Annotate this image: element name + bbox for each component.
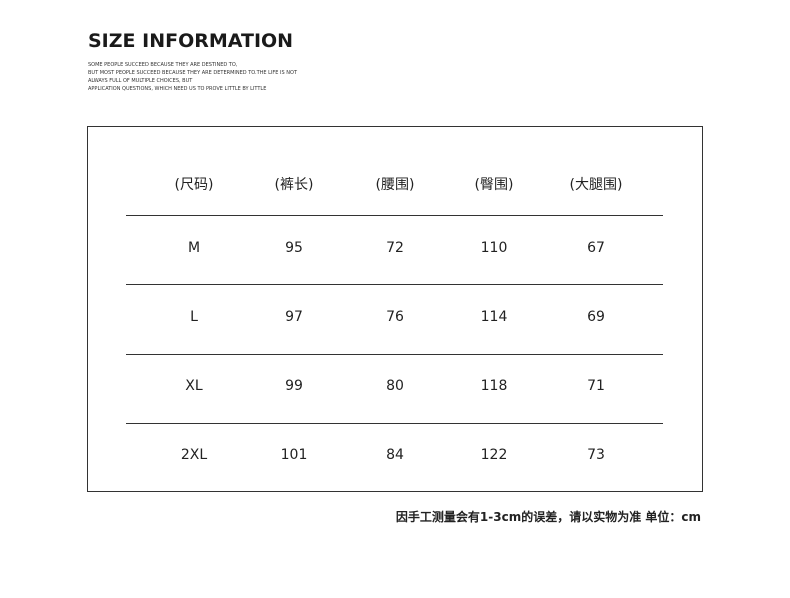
column-header: (臀围) <box>474 177 514 193</box>
table-cell: 122 <box>480 447 508 463</box>
table-cell: 95 <box>285 240 303 256</box>
column-header: (腰围) <box>375 177 415 193</box>
table-cell: 76 <box>386 309 404 325</box>
table-cell: 80 <box>386 378 404 394</box>
table-cell: 71 <box>587 378 605 394</box>
row-divider <box>126 354 663 355</box>
subtitle-line: SOME PEOPLE SUCCEED BECAUSE THEY ARE DES… <box>88 62 238 68</box>
page-title: SIZE INFORMATION <box>88 30 294 52</box>
table-cell: 67 <box>587 240 605 256</box>
column-header: (尺码) <box>174 177 214 193</box>
column-header: (大腿围) <box>569 177 623 193</box>
subtitle-line: BUT MOST PEOPLE SUCCEED BECAUSE THEY ARE… <box>88 70 297 76</box>
table-cell: M <box>187 240 201 256</box>
column-header: (裤长) <box>274 177 314 193</box>
table-cell: 118 <box>480 378 508 394</box>
table-cell: 2XL <box>180 447 208 463</box>
table-cell: 84 <box>386 447 404 463</box>
table-cell: XL <box>185 378 203 394</box>
row-divider <box>126 215 663 216</box>
measurement-note: 因手工测量会有1-3cm的误差，请以实物为准 单位：cm <box>395 510 701 524</box>
table-cell: 110 <box>480 240 508 256</box>
row-divider <box>126 284 663 285</box>
table-cell: 69 <box>587 309 605 325</box>
subtitle-line: APPLICATION QUESTIONS, WHICH NEED US TO … <box>88 86 267 92</box>
table-cell: L <box>190 309 198 325</box>
table-cell: 101 <box>280 447 308 463</box>
table-cell: 73 <box>587 447 605 463</box>
subtitle-line: ALWAYS FULL OF MULTIPLE CHOICES, BUT <box>88 78 193 84</box>
subtitle: SOME PEOPLE SUCCEED BECAUSE THEY ARE DES… <box>88 61 297 93</box>
table-cell: 97 <box>285 309 303 325</box>
row-divider <box>126 423 663 424</box>
table-cell: 72 <box>386 240 404 256</box>
table-cell: 99 <box>285 378 303 394</box>
table-cell: 114 <box>480 309 508 325</box>
size-table-frame <box>87 126 703 492</box>
